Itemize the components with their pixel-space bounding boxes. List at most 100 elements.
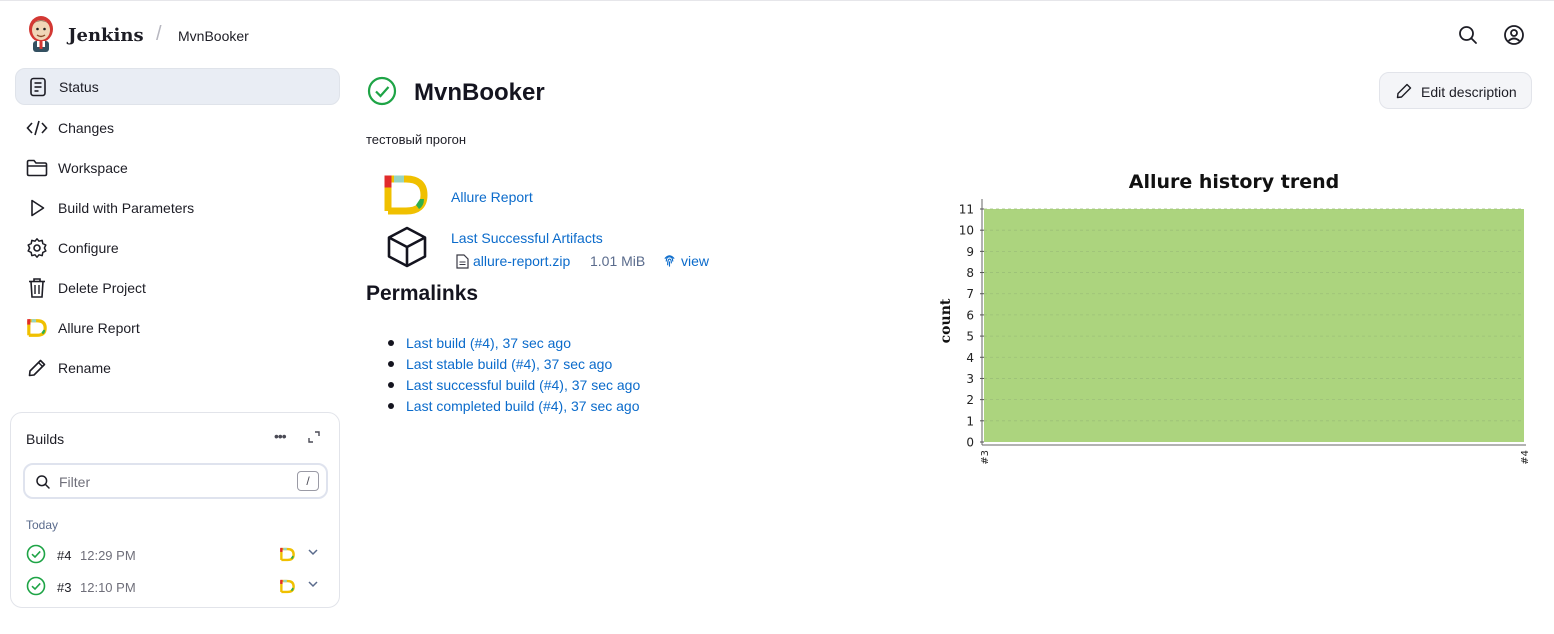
permalink-last-successful-build[interactable]: Last successful build (#4), 37 sec ago <box>406 377 641 393</box>
list-item: Last completed build (#4), 37 sec ago <box>388 398 640 419</box>
folder-icon <box>26 157 48 179</box>
edit-description-button[interactable]: Edit description <box>1379 72 1532 109</box>
chart-axes <box>981 199 1526 446</box>
chart-y-tick-label: 8 <box>966 266 974 280</box>
chart-series-area <box>984 209 1524 442</box>
chart-grid <box>984 208 1524 422</box>
chart-y-tick-label: 4 <box>966 351 974 365</box>
gear-icon <box>26 237 48 259</box>
chart-y-tick-label: 5 <box>966 330 974 344</box>
search-icon[interactable] <box>1456 23 1480 47</box>
breadcrumb-project[interactable]: MvnBooker <box>178 28 249 44</box>
edit-description-label: Edit description <box>1421 84 1517 100</box>
package-icon[interactable] <box>385 225 429 269</box>
sidebar-item-label: Allure Report <box>58 319 140 336</box>
chart-y-tick-label: 3 <box>966 372 974 386</box>
chart-y-tick-label: 2 <box>966 393 974 407</box>
pencil-icon <box>1396 83 1412 99</box>
sidebar-item-changes[interactable]: Changes <box>15 109 340 146</box>
chart-x-ticks: #3 #4 <box>980 450 1531 465</box>
build-time: 12:29 PM <box>80 548 136 563</box>
user-icon[interactable] <box>1502 23 1526 47</box>
sidebar-item-label: Configure <box>58 239 119 256</box>
top-header: Jenkins / MvnBooker <box>0 1 1554 69</box>
permalinks-heading: Permalinks <box>366 282 479 305</box>
sidebar-item-allure-report[interactable]: Allure Report <box>15 309 340 346</box>
fingerprint-icon[interactable] <box>662 253 677 268</box>
permalinks-list: Last build (#4), 37 sec ago Last stable … <box>388 335 640 419</box>
build-row[interactable]: #3 12:10 PM <box>26 575 326 599</box>
chart-x-tick-label: #3 <box>980 450 991 465</box>
allure-icon[interactable] <box>280 547 295 562</box>
builds-panel: Builds ••• / Today #4 12:29 PM #3 12:10 … <box>10 412 340 608</box>
sidebar-item-rename[interactable]: Rename <box>15 349 340 386</box>
expand-icon[interactable] <box>307 430 321 444</box>
filter-shortcut-key: / <box>297 471 319 491</box>
last-successful-artifacts-link[interactable]: Last Successful Artifacts <box>451 230 603 246</box>
sidebar-item-build-with-parameters[interactable]: Build with Parameters <box>15 189 340 226</box>
sidebar-item-status[interactable]: Status <box>15 68 340 105</box>
build-time: 12:10 PM <box>80 580 136 595</box>
artifact-view-link[interactable]: view <box>681 253 710 269</box>
jenkins-logo-icon[interactable] <box>24 15 58 53</box>
builds-title: Builds <box>26 431 65 447</box>
chart-area-series-0 <box>984 209 1524 442</box>
sidebar-item-label: Build with Parameters <box>58 199 195 216</box>
list-item: Last stable build (#4), 37 sec ago <box>388 356 640 377</box>
chart-y-tick-label: 10 <box>959 224 974 238</box>
trash-icon <box>26 277 48 299</box>
chart-y-tick-label: 6 <box>966 308 974 322</box>
sidebar-item-label: Workspace <box>58 159 128 176</box>
sidebar-item-label: Status <box>59 78 99 95</box>
chart-y-ticks: 0 1 2 3 4 5 6 7 8 9 10 11 <box>959 203 984 450</box>
sidebar-item-configure[interactable]: Configure <box>15 229 340 266</box>
success-icon <box>367 76 397 106</box>
chevron-down-icon[interactable] <box>307 578 319 590</box>
project-description: тестовый прогон <box>366 132 467 147</box>
more-options-icon[interactable]: ••• <box>274 428 287 444</box>
success-icon <box>26 544 46 564</box>
brand-name[interactable]: Jenkins <box>68 25 144 46</box>
chart-y-tick-label: 9 <box>966 245 974 259</box>
pencil-icon <box>26 357 48 379</box>
sidebar-item-delete-project[interactable]: Delete Project <box>15 269 340 306</box>
permalink-last-build[interactable]: Last build (#4), 37 sec ago <box>406 335 571 351</box>
list-item: Last build (#4), 37 sec ago <box>388 335 640 356</box>
sidebar-item-label: Rename <box>58 359 111 376</box>
chart-y-tick-label: 11 <box>959 203 974 217</box>
build-number[interactable]: #4 <box>57 548 72 563</box>
chart-title: Allure history trend <box>1129 171 1339 193</box>
chart-y-tick-label: 0 <box>966 436 974 450</box>
allure-report-link[interactable]: Allure Report <box>451 189 533 205</box>
play-icon <box>26 197 48 219</box>
allure-icon <box>26 317 48 339</box>
sidebar-item-label: Delete Project <box>58 279 146 296</box>
permalink-last-completed-build[interactable]: Last completed build (#4), 37 sec ago <box>406 398 640 414</box>
artifact-file-size: 1.01 MiB <box>590 253 646 269</box>
allure-history-trend-chart[interactable]: Allure history trend count 0 1 2 3 4 5 6 7 8 9 10 1… <box>930 161 1550 481</box>
search-icon <box>36 475 50 489</box>
chart-y-axis-label: count <box>938 298 954 343</box>
code-icon <box>26 117 48 139</box>
build-number[interactable]: #3 <box>57 580 72 595</box>
list-item: Last successful build (#4), 37 sec ago <box>388 377 640 398</box>
success-icon <box>26 576 46 596</box>
allure-logo-icon[interactable] <box>384 175 428 215</box>
file-icon <box>456 254 469 269</box>
build-row[interactable]: #4 12:29 PM <box>26 543 326 567</box>
chart-y-tick-label: 7 <box>966 287 974 301</box>
builds-filter[interactable]: / <box>23 463 328 499</box>
builds-group-label: Today <box>26 518 59 532</box>
chart-x-tick-label: #4 <box>1520 450 1531 465</box>
allure-icon[interactable] <box>280 579 295 594</box>
permalink-last-stable-build[interactable]: Last stable build (#4), 37 sec ago <box>406 356 613 372</box>
page-title: MvnBooker <box>414 79 545 106</box>
chart-y-tick-label: 1 <box>966 414 974 428</box>
breadcrumb-separator: / <box>156 23 162 45</box>
status-icon <box>27 76 49 98</box>
builds-filter-input[interactable] <box>59 472 279 492</box>
chevron-down-icon[interactable] <box>307 546 319 558</box>
sidebar-item-label: Changes <box>58 119 115 136</box>
sidebar-item-workspace[interactable]: Workspace <box>15 149 340 186</box>
artifact-file-link[interactable]: allure-report.zip <box>473 253 571 269</box>
